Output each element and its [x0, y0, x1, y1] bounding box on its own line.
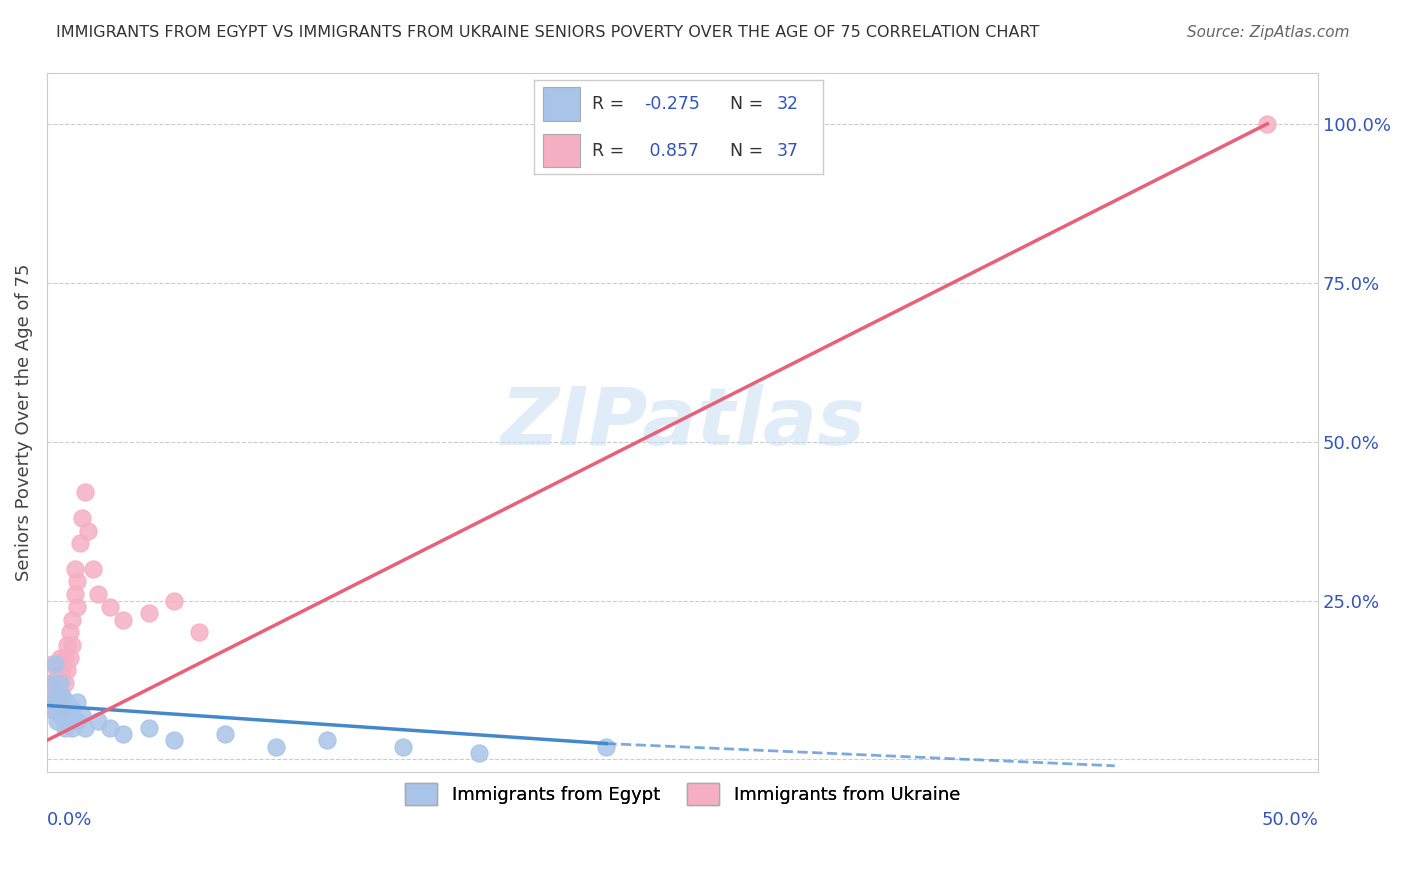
Text: N =: N =	[730, 142, 769, 160]
Point	[51, 689, 73, 703]
Point	[595, 739, 617, 754]
Text: 37: 37	[776, 142, 799, 160]
Point	[59, 708, 82, 723]
Text: 32: 32	[776, 95, 799, 112]
Y-axis label: Seniors Poverty Over the Age of 75: Seniors Poverty Over the Age of 75	[15, 264, 32, 582]
Point	[66, 714, 89, 729]
Point	[63, 587, 86, 601]
FancyBboxPatch shape	[543, 87, 581, 120]
Point	[468, 746, 491, 760]
Text: R =: R =	[592, 142, 630, 160]
Point	[100, 721, 122, 735]
Point	[48, 708, 70, 723]
Point	[112, 613, 135, 627]
Point	[138, 721, 160, 735]
Text: N =: N =	[730, 95, 769, 112]
Point	[66, 574, 89, 589]
Point	[53, 701, 76, 715]
Point	[41, 676, 63, 690]
Point	[76, 524, 98, 538]
Point	[56, 695, 79, 709]
Point	[315, 733, 337, 747]
Point	[1256, 117, 1278, 131]
Point	[38, 676, 60, 690]
Text: Source: ZipAtlas.com: Source: ZipAtlas.com	[1187, 25, 1350, 40]
Point	[51, 689, 73, 703]
Point	[56, 714, 79, 729]
Point	[188, 625, 211, 640]
Point	[53, 676, 76, 690]
Point	[41, 689, 63, 703]
Point	[51, 701, 73, 715]
Point	[264, 739, 287, 754]
Point	[44, 676, 66, 690]
Point	[63, 562, 86, 576]
Point	[392, 739, 415, 754]
Point	[60, 638, 83, 652]
Point	[44, 701, 66, 715]
Point	[46, 689, 69, 703]
Point	[59, 650, 82, 665]
FancyBboxPatch shape	[543, 134, 581, 168]
Point	[48, 676, 70, 690]
Point	[60, 613, 83, 627]
Point	[87, 587, 110, 601]
Point	[53, 650, 76, 665]
Point	[46, 714, 69, 729]
Text: 50.0%: 50.0%	[1261, 811, 1319, 829]
Point	[46, 664, 69, 678]
Point	[163, 733, 186, 747]
Text: -0.275: -0.275	[644, 95, 700, 112]
Point	[73, 721, 96, 735]
Text: 0.0%: 0.0%	[46, 811, 93, 829]
Point	[59, 625, 82, 640]
Point	[82, 562, 104, 576]
Point	[60, 721, 83, 735]
Point	[138, 607, 160, 621]
Text: IMMIGRANTS FROM EGYPT VS IMMIGRANTS FROM UKRAINE SENIORS POVERTY OVER THE AGE OF: IMMIGRANTS FROM EGYPT VS IMMIGRANTS FROM…	[56, 25, 1039, 40]
Point	[41, 657, 63, 672]
Point	[112, 727, 135, 741]
Point	[87, 714, 110, 729]
Point	[44, 689, 66, 703]
Point	[66, 695, 89, 709]
Point	[60, 701, 83, 715]
Point	[46, 695, 69, 709]
Point	[48, 650, 70, 665]
Point	[100, 599, 122, 614]
Point	[48, 676, 70, 690]
Point	[69, 536, 91, 550]
Point	[53, 721, 76, 735]
Point	[38, 701, 60, 715]
Point	[66, 599, 89, 614]
Point	[163, 593, 186, 607]
Point	[73, 485, 96, 500]
Legend: Immigrants from Egypt, Immigrants from Ukraine: Immigrants from Egypt, Immigrants from U…	[398, 776, 967, 812]
Point	[38, 701, 60, 715]
Point	[51, 664, 73, 678]
Text: 0.857: 0.857	[644, 142, 699, 160]
Text: ZIPatlas: ZIPatlas	[501, 384, 865, 461]
Point	[44, 657, 66, 672]
Text: R =: R =	[592, 95, 630, 112]
Point	[56, 664, 79, 678]
Point	[72, 511, 94, 525]
Point	[56, 638, 79, 652]
Point	[72, 708, 94, 723]
Point	[214, 727, 236, 741]
Point	[51, 701, 73, 715]
